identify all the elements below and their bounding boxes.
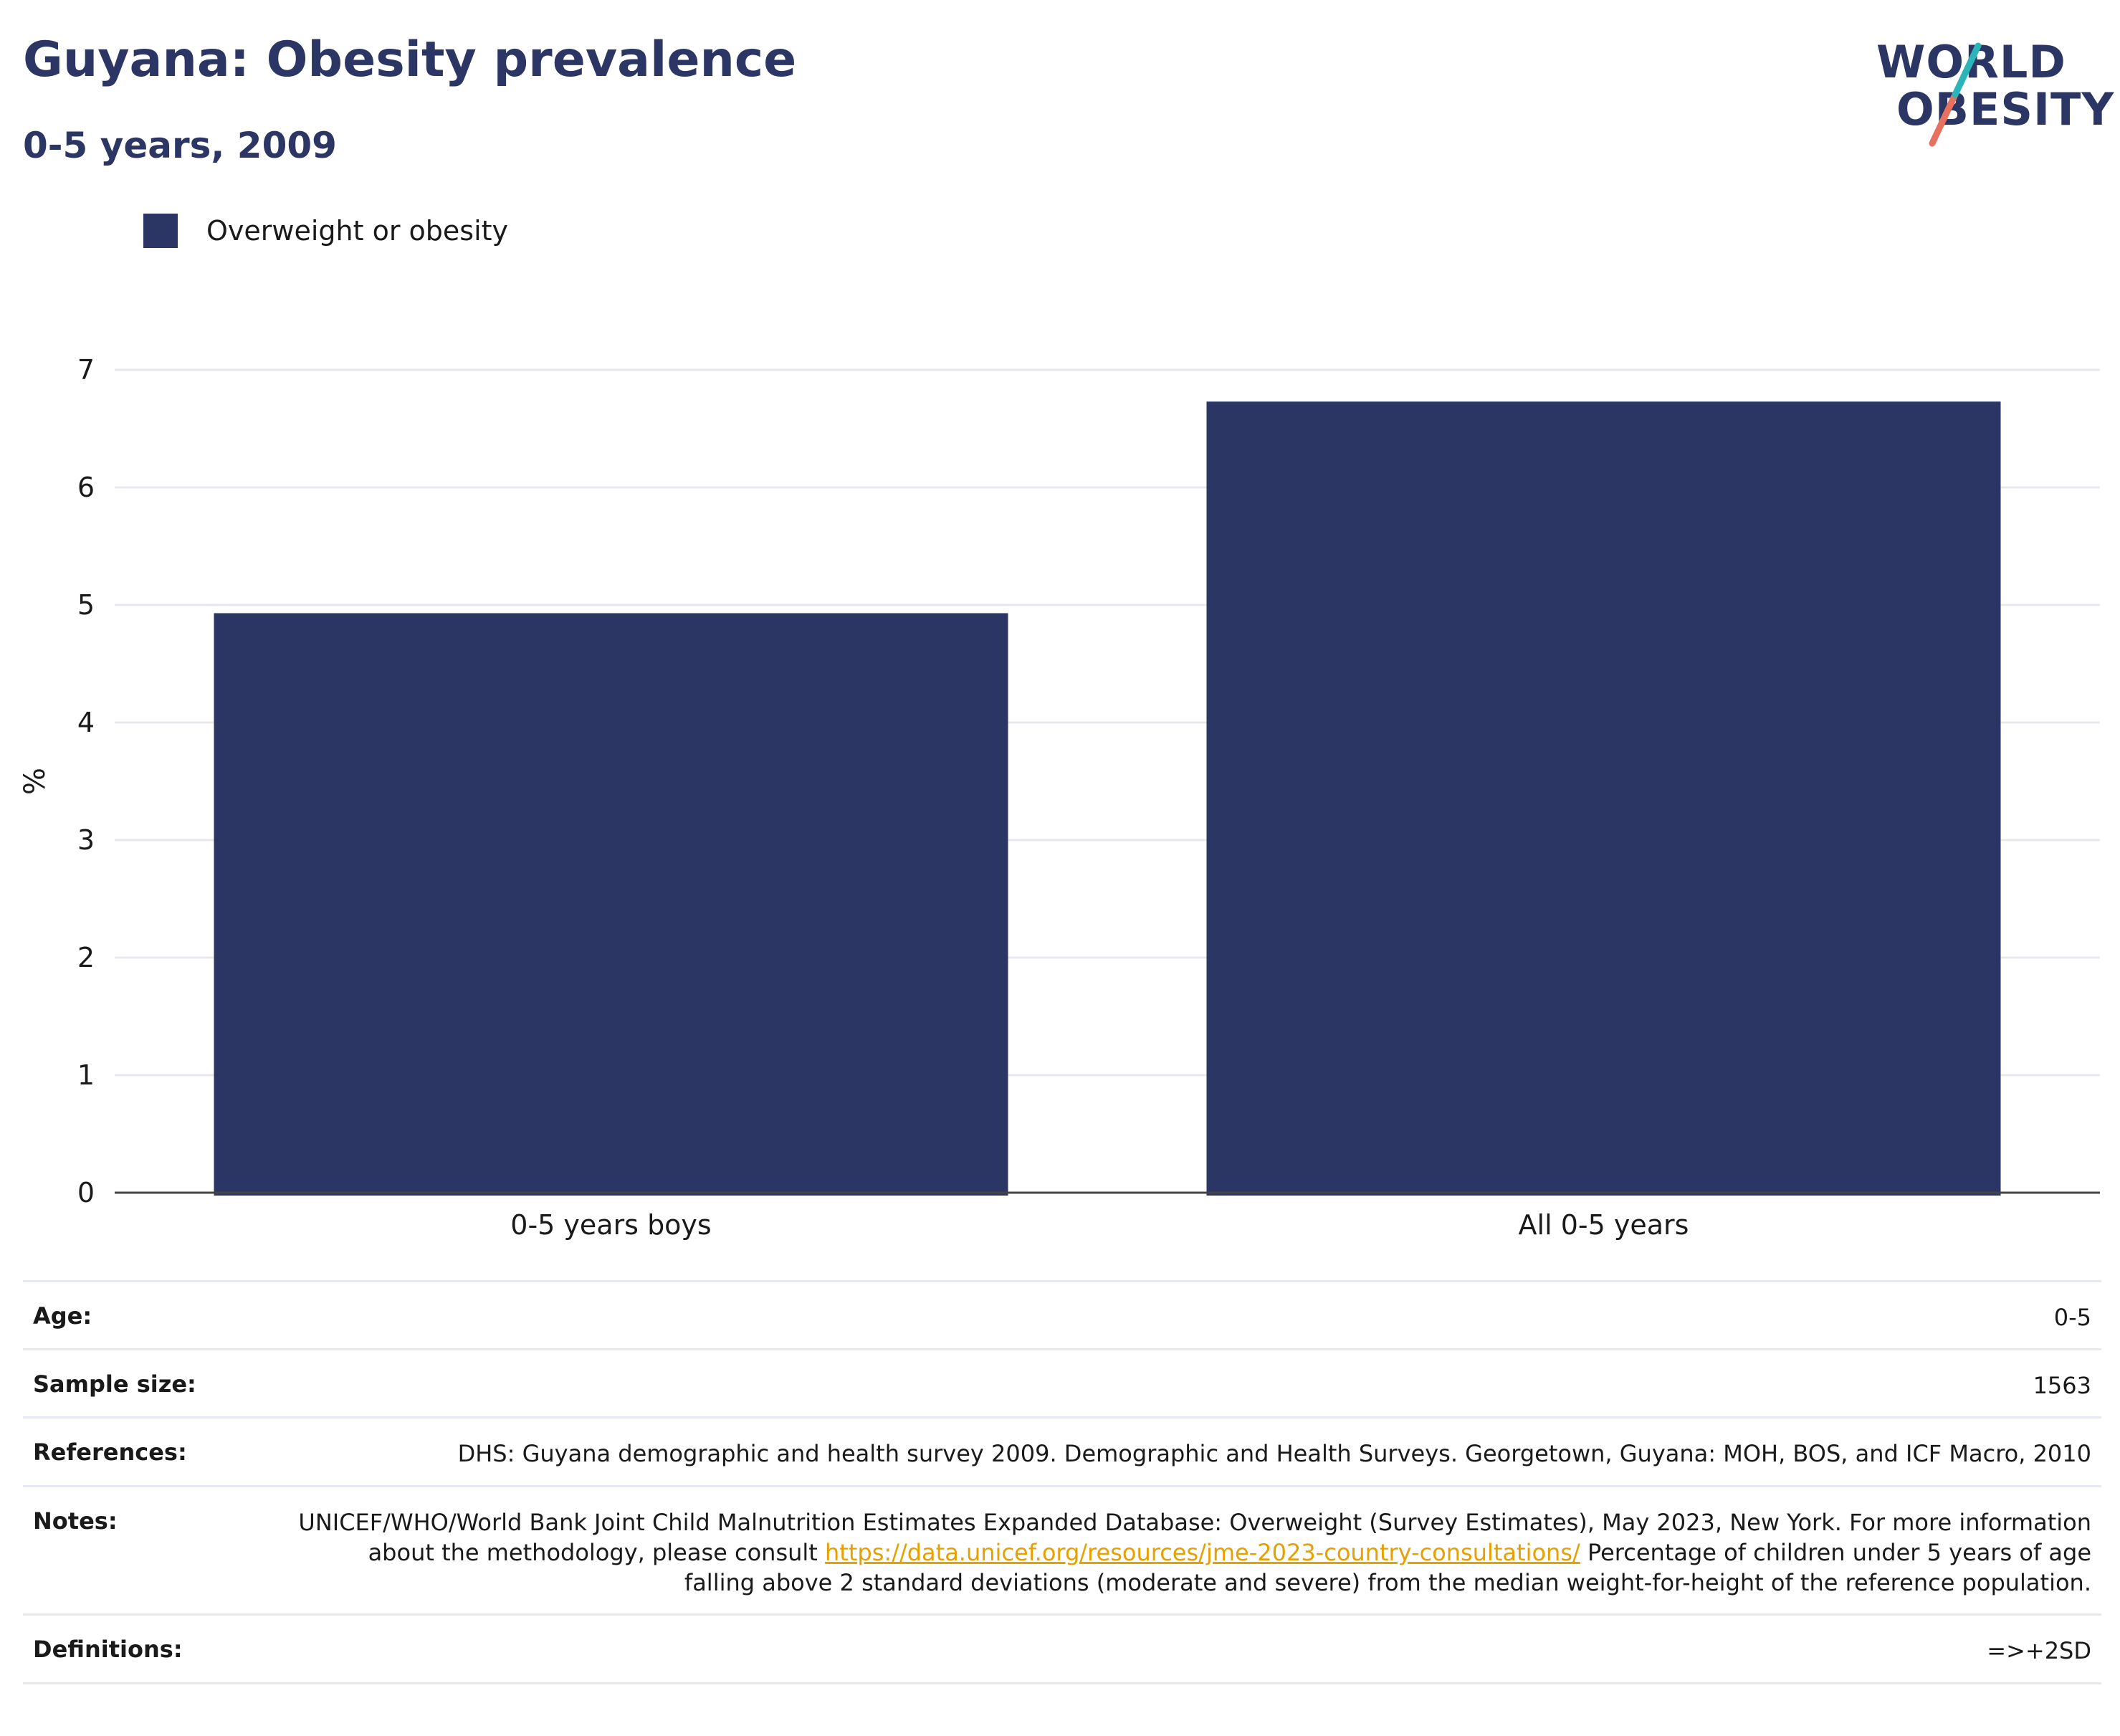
y-tick-label: 4 bbox=[77, 707, 95, 738]
axes: 0 1 2 3 4 5 6 7 0-5 years boys All 0-5 years bbox=[77, 354, 2100, 1241]
logo-text-obesity: OBESITY bbox=[1896, 83, 2115, 135]
info-value-notes: UNICEF/WHO/World Bank Joint Child Malnut… bbox=[291, 1507, 2091, 1598]
info-row-age: Age: 0-5 bbox=[23, 1280, 2101, 1348]
world-obesity-logo: WORLD OBESITY bbox=[1871, 20, 2114, 151]
bar[interactable] bbox=[214, 613, 1008, 1196]
y-axis-title: % bbox=[19, 768, 52, 795]
info-row-sample-size: Sample size: 1563 bbox=[23, 1348, 2101, 1416]
chart-legend[interactable]: Overweight or obesity bbox=[143, 214, 508, 248]
y-tick-label: 0 bbox=[77, 1177, 95, 1208]
info-value-sample-size: 1563 bbox=[2033, 1372, 2091, 1400]
info-label-references: References: bbox=[33, 1439, 187, 1466]
info-row-references: References: DHS: Guyana demographic and … bbox=[23, 1416, 2101, 1484]
info-label-notes: Notes: bbox=[33, 1507, 118, 1535]
chart-subtitle: 0-5 years, 2009 bbox=[23, 125, 337, 166]
x-tick-label: All 0-5 years bbox=[1519, 1209, 1689, 1241]
bars bbox=[214, 401, 2001, 1196]
y-tick-label: 1 bbox=[77, 1059, 95, 1091]
legend-label: Overweight or obesity bbox=[206, 215, 509, 247]
info-value-references: DHS: Guyana demographic and health surve… bbox=[457, 1440, 2091, 1468]
y-tick-label: 2 bbox=[77, 942, 95, 973]
info-label-sample-size: Sample size: bbox=[33, 1370, 196, 1398]
logo-slash-icon bbox=[1929, 42, 1982, 147]
notes-text-before: UNICEF/WHO/World Bank Joint Child Malnut… bbox=[298, 1508, 2091, 1566]
legend-swatch bbox=[143, 214, 178, 248]
y-tick-label: 7 bbox=[77, 354, 95, 386]
notes-link[interactable]: https://data.unicef.org/resources/jme-20… bbox=[825, 1538, 1580, 1566]
info-value-age: 0-5 bbox=[2053, 1304, 2091, 1331]
notes-text-after: Percentage of children under 5 years of … bbox=[684, 1538, 2091, 1597]
bar[interactable] bbox=[1206, 401, 2001, 1196]
info-row-definitions: Definitions: =>+2SD bbox=[23, 1613, 2101, 1684]
x-tick-label: 0-5 years boys bbox=[510, 1209, 711, 1241]
info-value-definitions: =>+2SD bbox=[1987, 1637, 2091, 1665]
info-label-definitions: Definitions: bbox=[33, 1636, 183, 1664]
info-table: Age: 0-5 Sample size: 1563 References: D… bbox=[23, 1280, 2101, 1684]
y-tick-label: 6 bbox=[77, 472, 95, 503]
y-tick-label: 5 bbox=[77, 589, 95, 621]
info-label-age: Age: bbox=[33, 1302, 92, 1330]
y-tick-label: 3 bbox=[77, 824, 95, 856]
bar-chart: 0 1 2 3 4 5 6 7 0-5 years boys All 0-5 years % bbox=[19, 354, 2100, 1241]
chart-title: Guyana: Obesity prevalence bbox=[23, 32, 797, 88]
info-row-notes: Notes: UNICEF/WHO/World Bank Joint Child… bbox=[23, 1484, 2101, 1614]
